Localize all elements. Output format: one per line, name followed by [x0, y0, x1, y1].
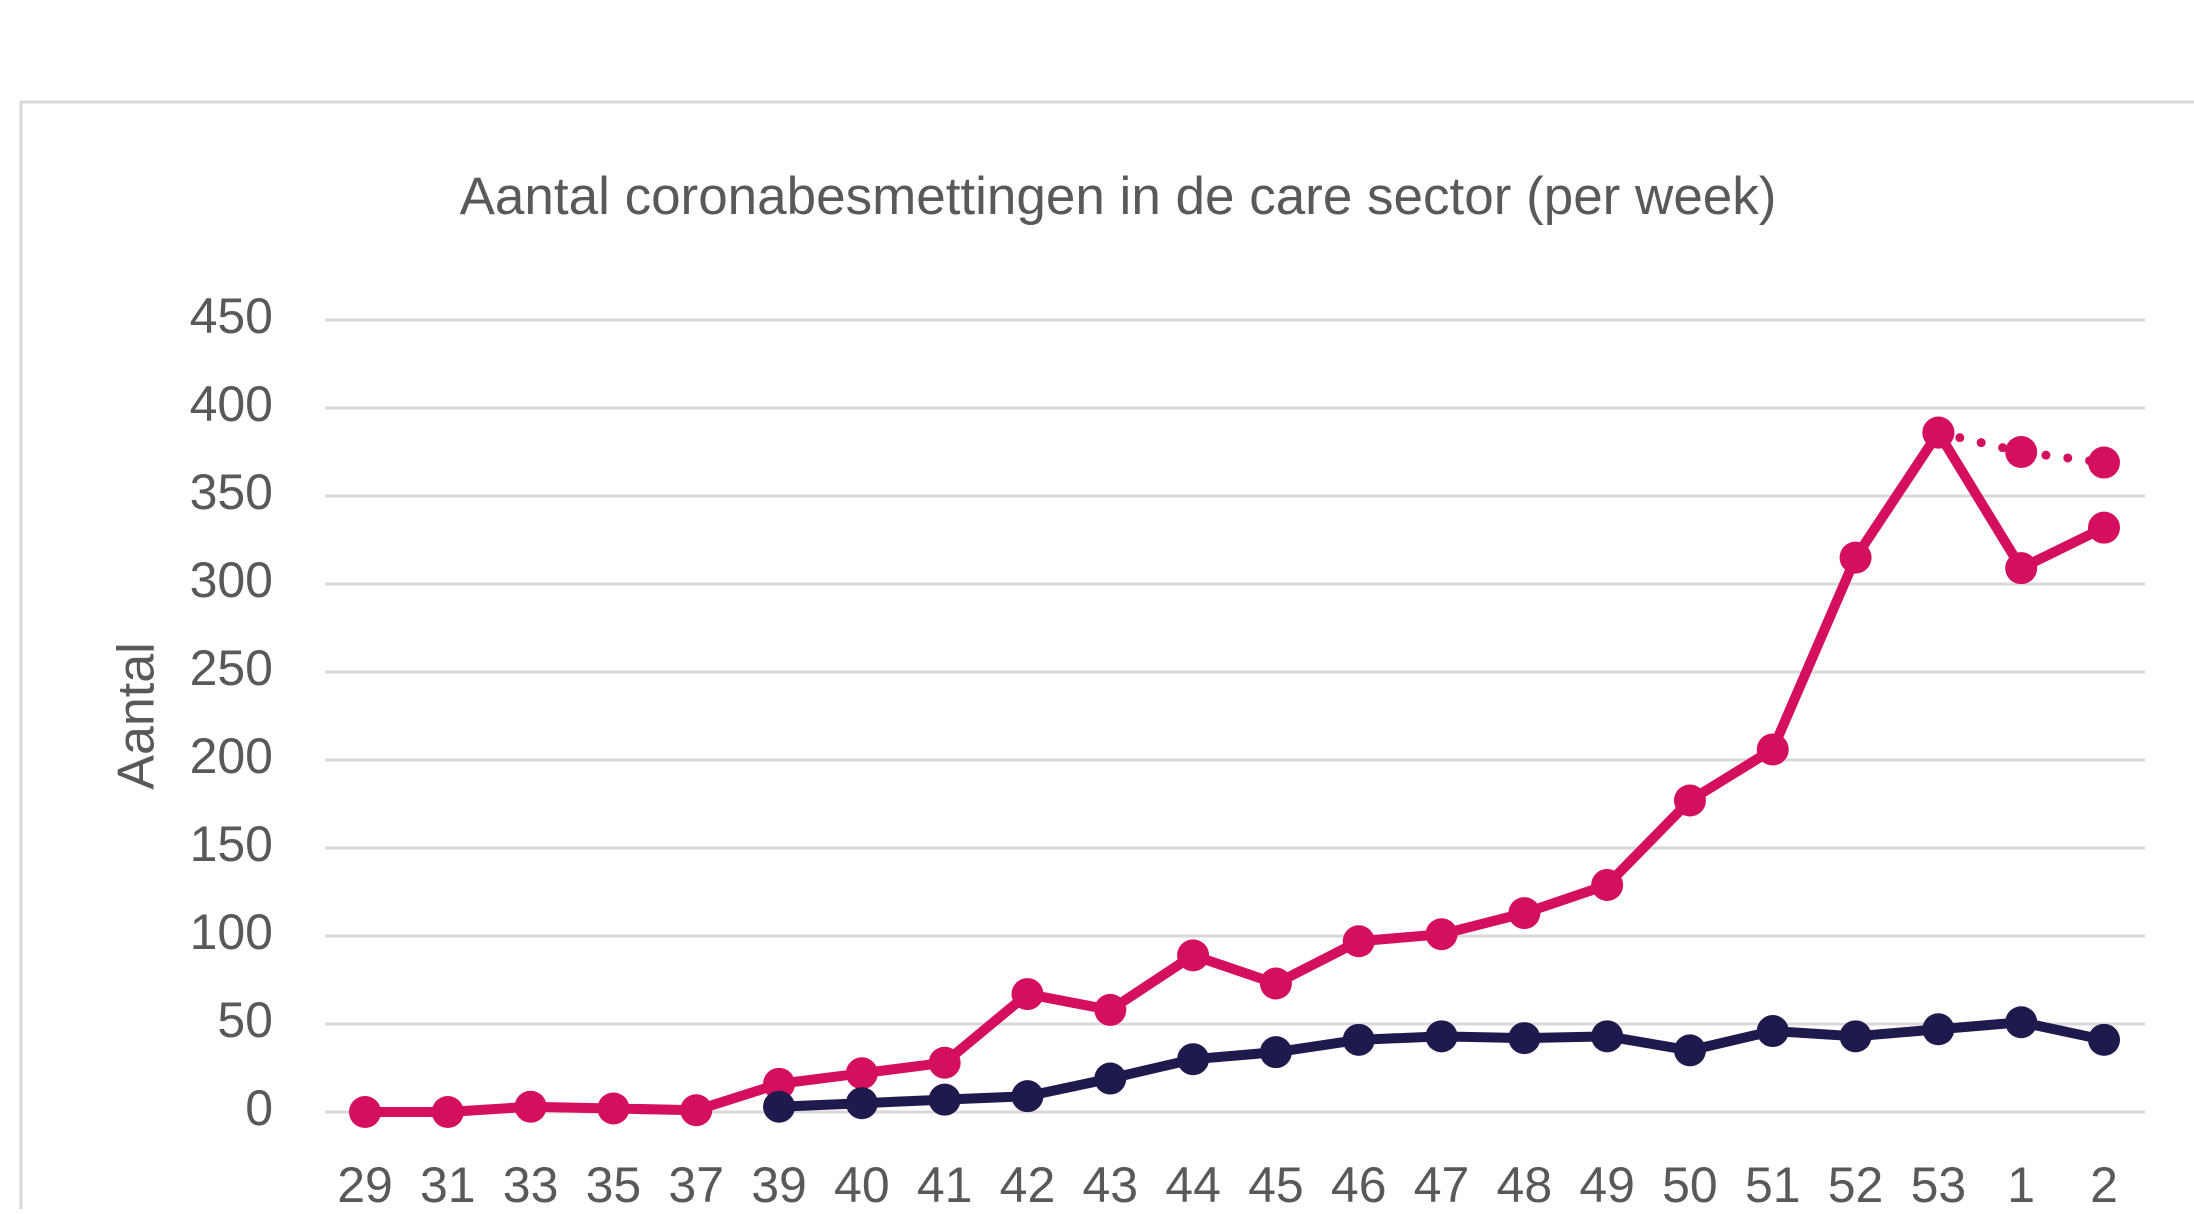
data-point	[928, 1046, 961, 1079]
series-line	[360, 427, 2109, 1117]
data-point	[1259, 1036, 1292, 1069]
data-point	[2005, 552, 2038, 585]
x-tick-label: 51	[1745, 1157, 1801, 1209]
data-point	[1425, 1020, 1458, 1053]
data-point	[763, 1090, 796, 1123]
data-point	[1839, 1020, 1872, 1053]
data-point	[1922, 416, 1955, 449]
grid	[325, 318, 2145, 1114]
data-point	[1259, 967, 1292, 1000]
y-tick-label: 250	[190, 640, 273, 696]
data-point	[763, 1067, 796, 1100]
data-point	[349, 1096, 381, 1128]
data-point	[1839, 541, 1872, 574]
data-point	[1922, 1013, 1955, 1046]
y-tick-label: 150	[190, 816, 273, 872]
x-tick-label: 42	[1000, 1157, 1056, 1209]
data-point	[928, 1083, 961, 1116]
x-tick-label: 37	[668, 1157, 724, 1209]
data-point	[1591, 868, 1624, 901]
chart-title: Aantal coronabesmettingen in de care sec…	[460, 167, 1777, 226]
x-tick-label: 52	[1828, 1157, 1884, 1209]
x-tick-label: 46	[1331, 1157, 1387, 1209]
x-tick-label: 40	[834, 1157, 890, 1209]
x-tick-label: 47	[1414, 1157, 1470, 1209]
plot	[349, 416, 2120, 1128]
data-point	[1756, 1015, 1789, 1048]
y-tick-label: 100	[190, 904, 273, 960]
data-point	[1508, 897, 1541, 930]
x-tick-label: 53	[1911, 1157, 1967, 1209]
data-point	[1177, 939, 1210, 972]
data-point	[514, 1090, 547, 1123]
data-point	[845, 1087, 878, 1120]
data-point	[1011, 978, 1044, 1011]
x-tick-label: 1	[2007, 1157, 2035, 1209]
data-point	[680, 1094, 713, 1127]
data-point	[1094, 1062, 1127, 1095]
y-tick-label: 200	[190, 728, 273, 784]
x-tick-label: 48	[1497, 1157, 1553, 1209]
x-tick-label: 33	[503, 1157, 559, 1209]
x-tick-label: 29	[337, 1157, 393, 1209]
y-tick-label: 450	[190, 288, 273, 344]
data-point	[2088, 446, 2120, 479]
x-tick-label: 2	[2090, 1157, 2118, 1209]
y-axis-label: Aantal	[108, 642, 166, 789]
data-point	[1342, 925, 1375, 958]
x-tick-label: 39	[751, 1157, 807, 1209]
y-tick-label: 400	[190, 376, 273, 432]
x-tick-label: 31	[420, 1157, 476, 1209]
data-point	[2088, 1023, 2120, 1056]
data-point	[845, 1057, 878, 1090]
data-point	[1094, 993, 1127, 1026]
y-tick-label: 0	[245, 1080, 273, 1136]
data-point	[1508, 1022, 1541, 1055]
data-point	[1177, 1043, 1210, 1076]
data-point	[1673, 1034, 1706, 1067]
data-point	[1591, 1020, 1624, 1053]
x-tick-label: 44	[1165, 1157, 1221, 1209]
x-tick-label: 35	[586, 1157, 642, 1209]
data-point	[431, 1096, 464, 1128]
data-point	[2005, 1006, 2038, 1039]
data-point	[1011, 1080, 1044, 1113]
x-tick-label: 49	[1579, 1157, 1635, 1209]
data-point	[2005, 436, 2038, 468]
chart-frame	[19, 100, 2194, 1214]
data-point	[1756, 733, 1789, 766]
y-tick-label: 350	[190, 464, 273, 520]
x-tick-label: 43	[1082, 1157, 1138, 1209]
y-tick-label: 50	[217, 992, 273, 1048]
data-point	[2088, 511, 2120, 544]
data-point	[597, 1092, 630, 1125]
data-point	[1342, 1023, 1375, 1056]
y-tick-label: 300	[190, 552, 273, 608]
x-tick-label: 50	[1662, 1157, 1718, 1209]
data-point	[1425, 918, 1458, 951]
x-tick-label: 45	[1248, 1157, 1304, 1209]
x-tick-label: 41	[917, 1157, 973, 1209]
data-point	[1673, 784, 1706, 817]
